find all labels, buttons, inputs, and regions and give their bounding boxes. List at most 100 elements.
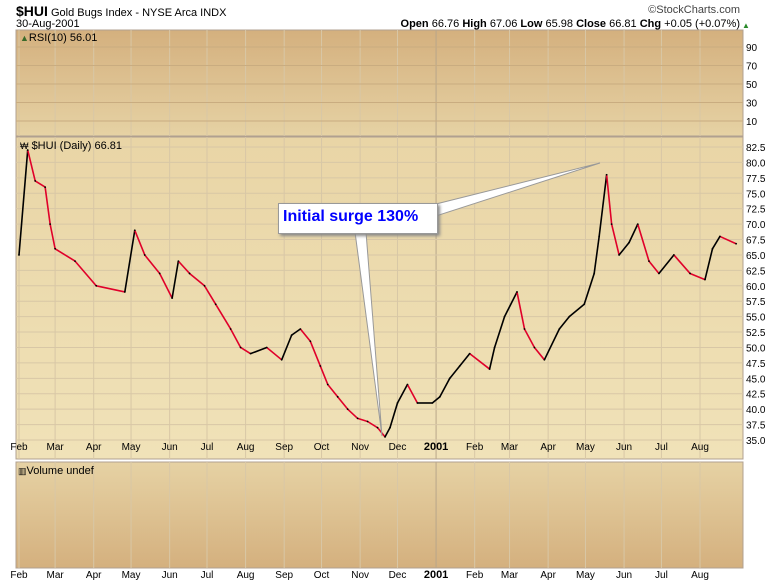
price-point [326,383,329,386]
price-point [54,247,57,250]
price-segment [54,248,76,262]
rsi-icon: ▲ [20,33,29,43]
y-tick-label: 72.5 [746,205,766,216]
price-point [74,260,76,263]
x-tick-label: Jun [162,442,178,453]
price-segment [558,316,570,330]
price-point [516,291,518,293]
price-point [523,328,526,330]
x-tick-label: Jul [201,442,214,453]
price-segment [389,402,399,428]
x-tick-label: Feb [466,442,484,453]
price-segment [610,223,620,256]
price-point [18,254,20,256]
x-tick-label: May [122,442,141,453]
price-point [533,346,536,349]
x-tick-label: Dec [389,570,407,581]
exchange: INDX [200,7,227,19]
price-point [593,272,596,275]
price-point [95,284,98,287]
open-label: Open [400,18,429,30]
y-tick-label: 82.5 [746,143,766,154]
up-arrow-icon: ▲ [742,21,750,30]
open-value: 66.76 [431,18,460,30]
price-segment [658,254,675,274]
high-value: 67.06 [489,18,518,30]
price-point [123,291,126,293]
price-point [628,241,630,244]
x-tick-label: Apr [86,442,102,453]
y-tick-label: 37.5 [746,421,766,432]
price-segment [516,291,526,330]
price-point [568,315,571,318]
price-segment [431,396,441,404]
price-point [299,328,302,330]
price-segment [44,186,51,225]
x-tick-label: Mar [501,570,519,581]
x-tick-label: Feb [10,570,28,581]
x-tick-label: Feb [10,442,28,453]
price-segment [605,174,613,225]
price-point [290,334,293,337]
price-segment [493,316,506,348]
x-tick-label: Mar [46,442,64,453]
volume-panel [15,461,744,569]
price-point [672,254,675,256]
price-segment [250,346,268,355]
rsi-tick-label: 70 [746,62,758,73]
x-tick-label: Nov [351,442,369,453]
price-point [658,272,660,275]
price-point [618,254,620,256]
price-point [389,426,391,429]
price-segment [266,346,283,361]
price-point [468,352,471,355]
price-segment [367,420,378,429]
price-segment [34,180,46,188]
price-segment [719,235,737,245]
price-point [133,229,136,232]
price-segment [673,254,691,274]
price-segment [49,223,56,249]
x-tick-label: Nov [351,570,369,581]
rsi-label: ▲RSI(10) 56.01 [20,32,97,44]
price-point [735,242,738,245]
price-title: $HUI (Daily) 66.81 [31,140,123,152]
price-point [280,358,283,361]
y-tick-label: 62.5 [746,266,766,277]
y-tick-label: 52.5 [746,328,766,339]
price-point [488,368,491,370]
volume-label: ▥Volume undef [18,465,94,477]
price-segment [449,365,461,379]
price-point [203,284,206,287]
price-segment [327,383,339,398]
x-tick-label: Aug [691,570,709,581]
annotation-text: Initial surge 130% [283,208,419,225]
y-tick-label: 55.0 [746,313,766,324]
price-point [396,402,399,404]
price-segment [240,346,251,355]
x-tick-label: Oct [314,442,330,453]
price-segment [593,236,600,274]
price-point [171,297,174,300]
price-point [583,303,586,306]
price-point [143,254,146,256]
price-segment [689,272,706,281]
rsi-tick-label: 90 [746,43,758,54]
price-segment [319,365,329,385]
price-point [719,235,721,238]
y-tick-label: 35.0 [746,436,766,447]
price-segment [618,242,630,256]
price-segment [533,346,546,361]
price-point [458,365,461,367]
x-tick-label: Sep [275,570,293,581]
rsi-text: RSI(10) 56.01 [28,32,98,44]
price-icon: ₩ [20,141,29,151]
x-tick-label: Mar [46,570,64,581]
ohlc-summary: Open 66.76 High 67.06 Low 65.98 Close 66… [401,18,740,30]
y-tick-label: 60.0 [746,282,766,293]
price-segment [583,273,595,305]
price-point [598,235,601,238]
chg-label: Chg [639,18,662,30]
price-segment [18,150,29,256]
